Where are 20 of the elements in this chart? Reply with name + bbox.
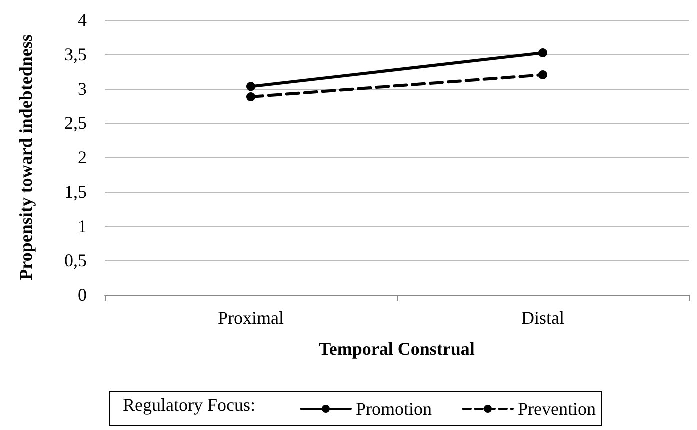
- y-axis-title: Propensity toward indebtedness: [16, 34, 36, 280]
- point: [538, 70, 548, 80]
- y-tick-label: 3: [78, 78, 87, 99]
- x-tick-label: Distal: [522, 308, 564, 328]
- y-tick-label: 3,5: [64, 44, 87, 64]
- y-tick-label: 1: [78, 216, 87, 236]
- legend-title: Regulatory Focus:: [123, 395, 256, 415]
- x-tick-label: Proximal: [218, 308, 284, 328]
- y-tick-label: 2,5: [64, 113, 87, 134]
- legend-label: Promotion: [356, 399, 432, 419]
- y-tick-label: 0: [78, 285, 87, 305]
- y-tick-label: 0,5: [64, 250, 87, 271]
- point: [246, 82, 256, 92]
- y-tick-label: 1,5: [64, 182, 87, 202]
- point: [246, 92, 256, 102]
- y-tick-label: 2: [78, 148, 87, 168]
- y-tick-label: 4: [78, 10, 87, 30]
- x-axis-title: Temporal Construal: [319, 339, 475, 359]
- point: [538, 48, 548, 58]
- legend-label: Prevention: [518, 399, 596, 419]
